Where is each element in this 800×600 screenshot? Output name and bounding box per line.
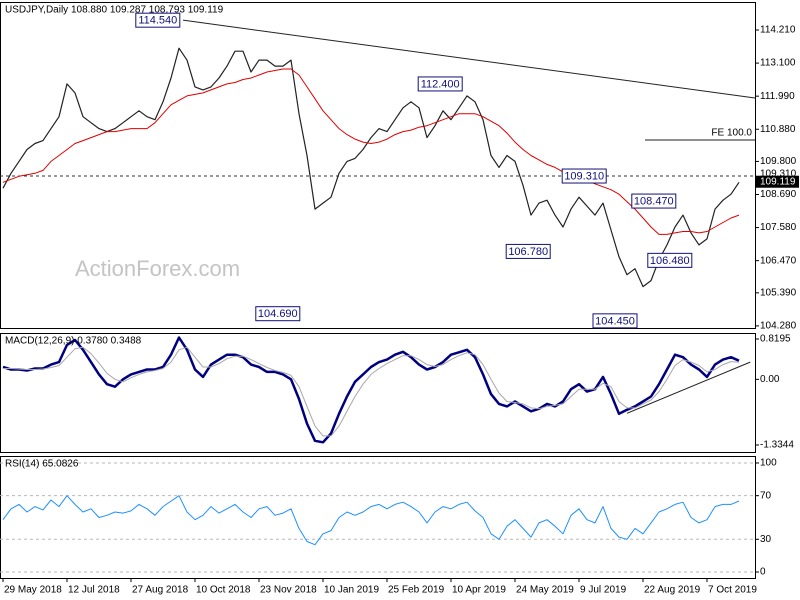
annotation-box [592,313,638,329]
y-tick-label: 108.690 [760,189,797,200]
annotation-box [505,243,551,259]
annotation-label: 112.400 [421,78,460,90]
annotation-box [255,306,301,322]
x-tick-label: 24 May 2019 [516,585,574,596]
x-tick-label: 12 Jul 2018 [68,585,120,596]
panel-title: RSI(14) 65.0826 [5,459,79,470]
x-tick-label: 7 Oct 2019 [708,585,757,596]
x-tick-label: 27 Aug 2018 [132,585,189,596]
x-tick-label: 23 Nov 2018 [260,585,317,596]
y-tick-label: 0.8195 [760,334,791,345]
x-tick-label: 9 Jul 2019 [580,585,627,596]
watermark: ActionForex.com [75,256,240,281]
series-line [3,346,740,437]
y-tick-label: 70 [760,490,772,501]
annotation-label: 104.450 [595,315,635,327]
last-price-label: 109.119 [760,176,796,187]
y-tick-label: 110.880 [760,124,796,135]
y-tick-label: 111.990 [760,91,795,102]
annotation-box [631,193,677,209]
y-tick-label: 105.390 [760,287,797,298]
trend-line [626,361,751,414]
annotation-label: 104.690 [258,308,298,320]
annotation-label: 106.480 [650,255,690,267]
panel-frame [0,2,756,329]
series-line [2,68,740,235]
x-tick-label: 22 Aug 2019 [644,585,701,596]
annotation-label: 114.540 [138,15,177,27]
panel-title: MACD(12,26,9) 0.3780 0.3488 [5,336,142,347]
annotation-label: 109.310 [564,170,604,182]
panel-frame [0,333,756,453]
y-tick-label: 113.100 [760,58,796,69]
x-tick-label: 25 Feb 2019 [388,585,445,596]
panel-title: USDJPY,Daily 108.880 109.287 108.793 109… [5,5,224,16]
panel-frame [0,456,756,579]
x-tick-label: 10 Jan 2019 [324,585,379,596]
trend-label: FE 100.0 [711,128,752,139]
annotation-box [135,12,181,28]
y-tick-label: 100 [760,458,777,469]
annotation-box [647,252,693,268]
x-tick-label: 29 May 2018 [4,585,62,596]
annotation-label: 106.780 [508,246,548,258]
last-price-box [756,175,799,188]
series-line [2,47,740,288]
x-tick-label: 10 Oct 2018 [196,585,251,596]
y-tick-label: 109.800 [760,156,797,167]
x-tick-label: 10 Apr 2019 [452,585,506,596]
trend-line [182,19,756,99]
series-line [2,336,740,444]
level-label: 109.310 [760,169,797,180]
y-tick-label: 104.280 [760,321,797,332]
y-tick-label: -1.3344 [760,440,794,451]
annotation-box [561,168,607,184]
y-tick-label: 0 [760,567,766,578]
y-tick-label: 0.00 [760,374,780,385]
series-line [2,495,740,546]
annotation-box [417,76,463,92]
annotation-label: 108.470 [634,195,674,207]
y-tick-label: 107.580 [760,222,797,233]
y-tick-label: 114.210 [760,25,796,36]
y-tick-label: 106.470 [760,255,797,266]
y-tick-label: 30 [760,534,772,545]
